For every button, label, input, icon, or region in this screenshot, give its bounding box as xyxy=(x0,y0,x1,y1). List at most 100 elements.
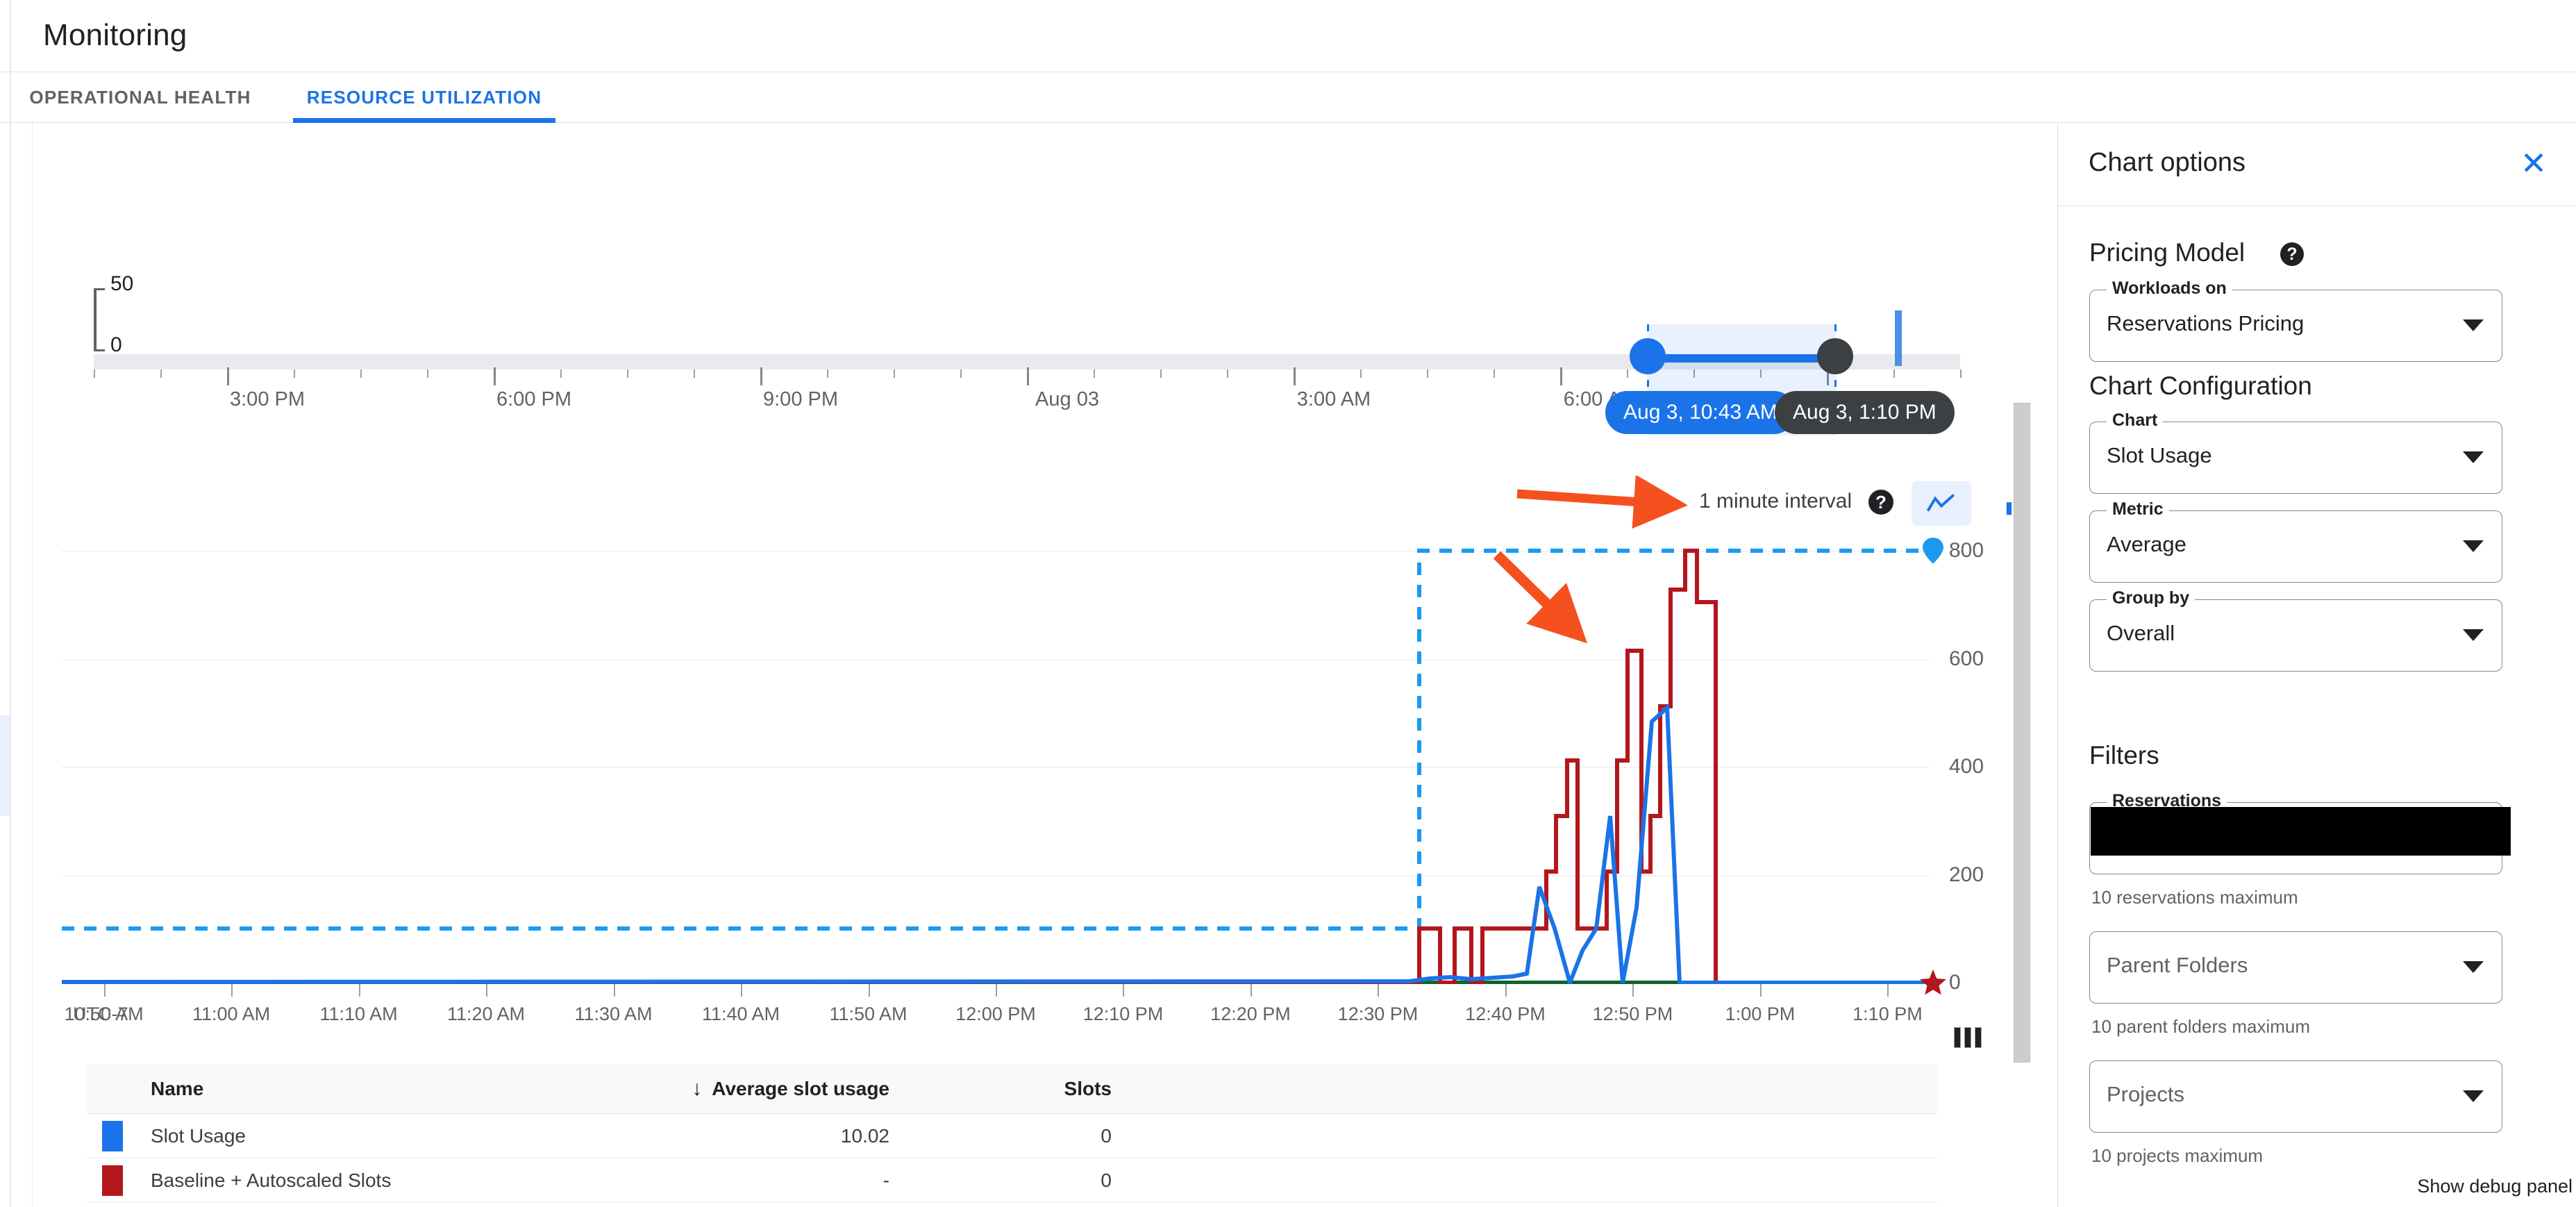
overview-minor-tick xyxy=(1494,369,1495,378)
chart-x-tick-label: 1:00 PM xyxy=(1725,1004,1796,1024)
chart-x-tick xyxy=(1378,984,1380,997)
range-end-handle[interactable] xyxy=(1817,338,1853,374)
overview-ylabel-0: 0 xyxy=(110,333,122,356)
chart-x-tick xyxy=(1759,984,1762,997)
parent-folders-value: Parent Folders xyxy=(2107,953,2248,977)
group-by-select[interactable]: Group by Overall xyxy=(2089,588,2502,672)
legend-col-name[interactable]: Name xyxy=(151,1077,204,1099)
chart-options-title: Chart options xyxy=(2089,148,2246,177)
overview-minor-tick xyxy=(1360,369,1362,378)
overview-minor-tick xyxy=(1627,369,1628,378)
chart-x-tick-label: 12:20 PM xyxy=(1210,1004,1291,1024)
overview-minor-tick xyxy=(560,369,562,378)
active-tab-indicator xyxy=(293,118,555,123)
chart-y-tick-label: 600 xyxy=(1949,647,1984,670)
chart-x-tick-label: 12:40 PM xyxy=(1465,1004,1546,1024)
left-rail-highlight xyxy=(0,715,10,816)
overview-minor-tick xyxy=(960,369,962,378)
tab-operational-health-label: OPERATIONAL HEALTH xyxy=(29,87,251,108)
overview-time-label: 3:00 AM xyxy=(1296,388,1371,410)
projects-hint: 10 projects maximum xyxy=(2091,1145,2264,1166)
chart-x-tick-label: 12:30 PM xyxy=(1337,1004,1419,1024)
chart-x-tick xyxy=(231,984,233,997)
chart-x-tick-label: 11:50 AM xyxy=(829,1004,908,1024)
legend-average-value: - xyxy=(883,1169,889,1191)
overview-minor-tick xyxy=(360,369,362,378)
chart-x-tick-label: 11:00 AM xyxy=(192,1004,271,1024)
overview-minor-tick xyxy=(427,369,428,378)
overview-major-tick xyxy=(1294,367,1296,385)
overview-minor-tick xyxy=(827,369,828,378)
column-settings-icon[interactable] xyxy=(1953,1026,1982,1049)
group-by-select-label: Group by xyxy=(2107,588,2196,608)
page-header: Monitoring xyxy=(0,0,2576,72)
parent-folders-select[interactable]: Parent Folders xyxy=(2089,931,2502,1004)
chart-x-tick xyxy=(1123,984,1125,997)
overview-track[interactable] xyxy=(94,354,1960,369)
parent-folders-hint: 10 parent folders maximum xyxy=(2091,1016,2311,1037)
chart-gridline xyxy=(62,658,1930,660)
chart-options-panel: Chart options ✕ Pricing Model ? Workload… xyxy=(2057,123,2576,1207)
overview-minor-tick xyxy=(1960,369,1962,378)
overview-ylabel-50: 50 xyxy=(110,272,134,295)
tab-resource-utilization[interactable]: RESOURCE UTILIZATION xyxy=(293,72,555,123)
chart-series-svg xyxy=(62,549,1930,984)
series-color-swatch xyxy=(102,1165,123,1196)
range-start-handle[interactable] xyxy=(1630,338,1666,374)
legend-col-average-label: Average slot usage xyxy=(712,1077,889,1099)
reservations-redacted-value xyxy=(2091,807,2511,856)
chart-x-tick-label: 12:10 PM xyxy=(1082,1004,1164,1024)
content-scrollbar-thumb[interactable] xyxy=(2014,403,2030,1063)
line-chart-icon[interactable] xyxy=(1912,481,1971,526)
chart-x-tick xyxy=(486,984,488,997)
chart-gridline xyxy=(62,767,1930,768)
table-row[interactable]: Baseline + Autoscaled Slots - 0 xyxy=(87,1158,1937,1203)
legend-color-swatch-cell xyxy=(87,1165,151,1196)
legend-col-average[interactable]: ↓ Average slot usage xyxy=(553,1077,908,1101)
workloads-on-select[interactable]: Workloads on Reservations Pricing xyxy=(2089,278,2502,362)
overview-selection-edge-start xyxy=(1647,324,1649,435)
chart-x-tick-label: 12:00 PM xyxy=(955,1004,1036,1024)
overview-ytick-top xyxy=(94,288,105,290)
chart-configuration-heading: Chart Configuration xyxy=(2089,372,2312,400)
filters-heading: Filters xyxy=(2089,741,2159,769)
chart-options-body: Pricing Model ? Workloads on Reservation… xyxy=(2058,206,2576,1207)
overview-minor-tick xyxy=(1227,369,1228,378)
legend-series-name: Baseline + Autoscaled Slots xyxy=(151,1169,392,1191)
range-end-chip: Aug 3, 1:10 PM xyxy=(1775,391,1955,434)
main-content: 50 0 3:00 PM 6:00 PM 9:00 PM Aug 03 3:00 AM 6… xyxy=(33,123,2030,1207)
chevron-down-icon xyxy=(2463,540,2484,552)
group-by-select-value: Overall xyxy=(2107,621,2175,645)
range-start-chip: Aug 3, 10:43 AM xyxy=(1605,391,1796,434)
tab-operational-health[interactable]: OPERATIONAL HEALTH xyxy=(26,72,254,123)
series-color-swatch xyxy=(102,1120,123,1151)
overview-minor-tick xyxy=(294,369,295,378)
tab-resource-utilization-label: RESOURCE UTILIZATION xyxy=(306,87,542,108)
slot-usage-chart[interactable]: 0 200 400 600 800 UTC-7 10:50 AM 11:00 AM 11:1… xyxy=(33,538,2007,1024)
left-rail-divider xyxy=(10,0,11,1207)
metric-select-label: Metric xyxy=(2107,499,2169,519)
overview-ytick-bottom xyxy=(94,349,105,351)
overview-minor-tick xyxy=(160,369,162,378)
overview-time-label: 3:00 PM xyxy=(230,388,305,410)
legend-col-slots[interactable]: Slots xyxy=(1064,1077,1112,1099)
overview-time-label: 6:00 PM xyxy=(496,388,571,410)
pricing-model-heading: Pricing Model xyxy=(2089,238,2245,267)
pricing-model-help-icon[interactable]: ? xyxy=(2280,242,2304,266)
overview-major-tick xyxy=(760,367,762,385)
projects-select[interactable]: Projects xyxy=(2089,1060,2502,1133)
overview-minor-tick xyxy=(1427,369,1428,378)
zero-star-icon xyxy=(1920,969,1946,995)
chart-x-tick-label: 11:20 AM xyxy=(446,1004,526,1024)
table-row[interactable]: Slot Usage 10.02 0 xyxy=(87,1114,1937,1158)
close-icon[interactable]: ✕ xyxy=(2520,145,2548,181)
overview-y-axis xyxy=(94,288,97,351)
table-row[interactable]: Baseline Slots-0 xyxy=(87,1203,1937,1207)
chart-timezone-label: UTC-7 xyxy=(73,1004,128,1024)
help-icon[interactable]: ? xyxy=(1868,490,1893,515)
metric-select[interactable]: Metric Average xyxy=(2089,499,2502,583)
chart-select[interactable]: Chart Slot Usage xyxy=(2089,410,2502,494)
overview-selected-range-bar xyxy=(1654,354,1838,363)
show-debug-panel-link[interactable]: Show debug panel xyxy=(2417,1176,2573,1197)
legend-rows-container: Slot Usage 10.02 0 Baseline + Autoscaled Sl… xyxy=(87,1114,1937,1207)
